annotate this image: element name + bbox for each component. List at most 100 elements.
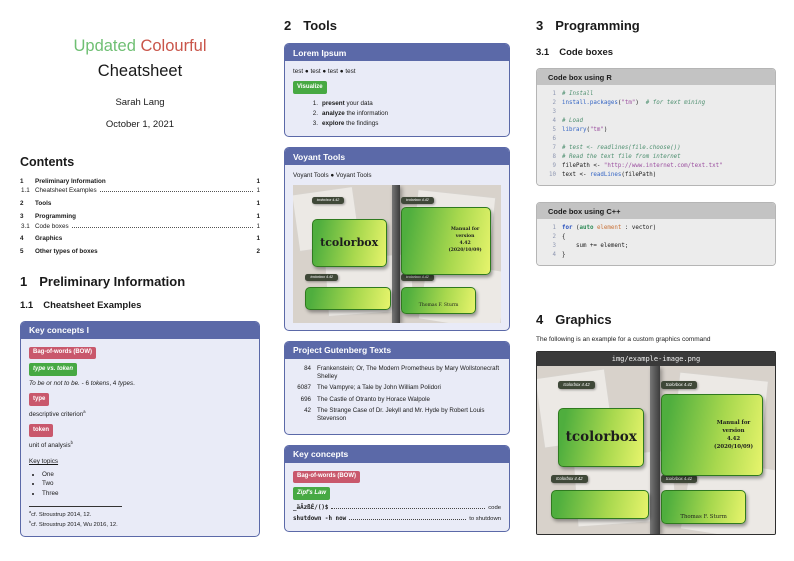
code-line: 5 library("tm") — [552, 127, 608, 133]
section-2-heading: 2 Tools — [284, 18, 337, 33]
tcolorbox-poster-image: tcolorbox 4.42 tcolorbox 4.42 tcolorbox … — [293, 184, 501, 323]
token-definition: unit of analysisb — [29, 439, 73, 449]
list-item: 1. present your data — [312, 99, 373, 107]
code-line: 1 for (auto element : vector) — [552, 225, 657, 231]
image-filename-bar: img/example-image.png — [537, 352, 775, 366]
box-title: Lorem Ipsum — [285, 44, 509, 61]
code-box-title: Code box using R — [537, 69, 775, 85]
key-concepts-2-box: Key concepts Bag-of-words (BOW) Zipf's L… — [284, 444, 510, 533]
section-1-1-heading: 1.1 Cheatsheet Examples — [20, 299, 142, 311]
code-line: 6 — [552, 136, 557, 142]
key-topics-list: One Two Three — [42, 470, 251, 498]
mini-title-bar: tcolorbox 4.42 — [401, 196, 434, 205]
code-line: 1 # Install — [552, 91, 594, 97]
mini-title-bar: tcolorbox 4.42 — [401, 274, 434, 282]
code-line: 7 # test <- readlines(file.choose()) — [552, 145, 681, 151]
contents-heading: Contents — [20, 154, 75, 169]
example-image-box: img/example-image.png tcolorbox 4.42 tco… — [536, 351, 776, 535]
box-body: 84 Frankenstein; Or, The Modern Promethe… — [285, 359, 509, 434]
lorem-ipsum-box: Lorem Ipsum test ● test ● test ● test Vi… — [284, 43, 510, 138]
code-listing: 1 # Install 2 install.packages("tm") # for… — [537, 85, 775, 185]
title-word-colourful: Colourful — [140, 37, 207, 55]
mini-title-bar: tcolorbox 4.42 — [660, 475, 698, 484]
voyant-tools-box: Voyant Tools Voyant Tools ● Voyant Tools… — [284, 147, 510, 331]
box-title: Voyant Tools — [285, 148, 509, 166]
badge-bag-of-words: Bag-of-words (BOW) — [29, 346, 96, 360]
glossary-row: _äÄzßÉ/()$ code — [293, 505, 501, 512]
list-item: 2. analyze the information — [312, 110, 389, 117]
section-1-heading: 1 Preliminary Information — [20, 273, 186, 289]
document-title: Updated Colourful Cheatsheet — [20, 34, 260, 84]
author-box: Thomas F. Sturm — [660, 490, 747, 524]
sample-box — [305, 286, 391, 311]
section-3-1-heading: 3.1 Code boxes — [536, 47, 614, 58]
mini-title-bar: tcolorbox 4.42 — [311, 196, 345, 205]
badge-zipfs-law: Zipf's Law — [293, 487, 331, 500]
toc-entry: 5 Other types of boxes 2 — [20, 248, 260, 255]
list-item: One — [42, 470, 251, 479]
badge-visualize: Visualize — [293, 81, 327, 94]
code-line: 10 text <- readLines(filePath) — [549, 172, 657, 178]
table-row: 696 The Castle of Otranto by Horace Walp… — [300, 395, 430, 403]
key-concepts-1-box: Key concepts I Bag-of-words (BOW) type v… — [20, 320, 260, 538]
table-of-contents: 1 Preliminary Information 1 1.1 Cheatshe… — [20, 177, 260, 257]
project-gutenberg-box: Project Gutenberg Texts 84 Frankenstein;… — [284, 340, 510, 435]
sample-box — [551, 490, 649, 519]
toc-entry: 1.1 Cheatsheet Examples 1 — [21, 187, 260, 195]
test-line: test ● test ● test ● test — [293, 68, 356, 75]
code-line: 4 # Load — [552, 118, 583, 124]
toc-entry: 3.1 Code boxes 1 — [21, 222, 260, 230]
badge-bag-of-words: Bag-of-words (BOW) — [293, 470, 360, 484]
type-definition: descriptive criteriona — [29, 408, 86, 418]
footnote-rule — [29, 506, 123, 507]
code-line: 3 — [552, 109, 557, 115]
mini-title-bar: tcolorbox 4.42 — [551, 475, 588, 484]
column-middle: 2 Tools Lorem Ipsum test ● test ● test ●… — [284, 18, 510, 533]
code-line: 2{ — [552, 234, 566, 240]
embedded-image: tcolorbox 4.42 tcolorbox 4.42 tcolorbox … — [293, 184, 501, 323]
code-listing: 1 for (auto element : vector) 2{ 3 sum +=… — [537, 219, 775, 265]
badge-type-vs-token: type vs. token — [29, 363, 78, 376]
tcolorbox-poster-image: tcolorbox 4.42 tcolorbox 4.42 tcolorbox … — [537, 366, 775, 534]
type-token-example: To be or not to be. - 6 tokens, 4 types. — [29, 379, 135, 387]
flag-pole — [650, 366, 660, 534]
box-title: Project Gutenberg Texts — [285, 341, 509, 359]
box-body: test ● test ● test ● test Visualize 1. p… — [285, 61, 509, 136]
footnote-b: bcf. Stroustrup 2014, Wu 2016, 12. — [29, 519, 118, 528]
list-item: Three — [42, 489, 251, 498]
section-3-heading: 3 Programming — [536, 18, 640, 33]
key-topics-label: Key topics — [29, 458, 59, 466]
code-box-r: Code box using R 1 # Install 2 install.pac… — [536, 68, 776, 186]
badge-token: token — [29, 424, 54, 437]
numbered-list: 1. present your data 2. analyze the info… — [307, 99, 501, 129]
voyant-subtitle: Voyant Tools ● Voyant Tools — [293, 172, 372, 180]
toc-entry: 4 Graphics 1 — [20, 235, 260, 243]
code-box-title: Code box using C++ — [537, 203, 775, 219]
list-item: 3. explore the findings — [312, 120, 379, 128]
tcolorbox-main-box: tcolorbox — [311, 219, 387, 268]
manual-box: Manual for version 4.42 (2020/10/09) — [660, 393, 764, 477]
code-line: 4} — [552, 252, 566, 258]
badge-type: type — [29, 393, 50, 406]
glossary-row: shutdown -h now to shutdown — [293, 516, 501, 523]
column-left: Updated Colourful Cheatsheet Sarah Lang … — [20, 34, 260, 538]
mini-title-bar: tcolorbox 4.42 — [305, 274, 339, 282]
box-body: Bag-of-words (BOW) Zipf's Law _äÄzßÉ/()$… — [285, 463, 509, 532]
tcolorbox-main-box: tcolorbox — [558, 408, 645, 467]
title-word-cheatsheet: Cheatsheet — [97, 61, 183, 80]
graphics-intro-text: The following is an example for a custom… — [536, 336, 711, 343]
code-line: 8 # Read the text file from internet — [552, 154, 681, 160]
author-box: Thomas F. Sturm — [401, 286, 477, 315]
code-line: 2 install.packages("tm") # for text minin… — [552, 100, 706, 106]
mini-title-bar: tcolorbox 4.42 — [660, 381, 698, 390]
toc-entry: 2 Tools 1 — [20, 200, 260, 207]
title-block: Updated Colourful Cheatsheet Sarah Lang … — [20, 34, 260, 130]
manual-box: Manual for version 4.42 (2020/10/09) — [401, 207, 491, 275]
column-right: 3 Programming 3.1 Code boxes Code box us… — [536, 18, 776, 535]
author-name: Sarah Lang — [115, 96, 165, 108]
title-word-updated: Updated — [73, 37, 136, 55]
code-box-cpp: Code box using C++ 1 for (auto element : … — [536, 202, 776, 266]
box-title: Key concepts I — [21, 321, 259, 339]
document-date: October 1, 2021 — [105, 118, 175, 130]
